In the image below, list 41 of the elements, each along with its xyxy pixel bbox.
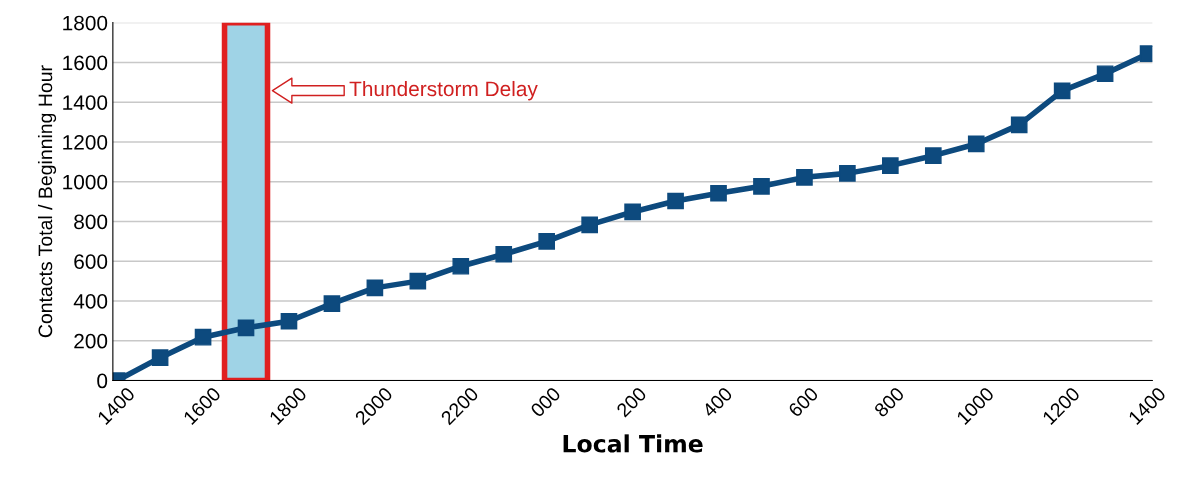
point bbox=[237, 319, 255, 337]
y-tick-label: 1200 bbox=[63, 134, 108, 150]
annotation: Thunderstorm Delay bbox=[349, 80, 538, 101]
y-tick-label: 600 bbox=[74, 254, 108, 269]
point bbox=[924, 147, 942, 165]
point bbox=[581, 216, 598, 234]
x-tick-label: 000 bbox=[529, 386, 562, 418]
point bbox=[1096, 65, 1114, 83]
point bbox=[194, 328, 212, 346]
point bbox=[710, 184, 727, 202]
y-tick-label: 0 bbox=[97, 373, 108, 389]
y-tick-label: 1000 bbox=[63, 174, 108, 190]
point bbox=[796, 169, 813, 186]
point bbox=[495, 245, 513, 263]
point bbox=[409, 272, 427, 290]
point bbox=[753, 177, 770, 195]
y-tick-label: 400 bbox=[73, 294, 108, 309]
point bbox=[151, 349, 169, 366]
y-tick-label: 1800 bbox=[63, 15, 108, 31]
x-tick-label: 200 bbox=[615, 386, 648, 418]
point bbox=[667, 192, 684, 210]
point bbox=[280, 312, 298, 330]
y-tick-label: 200 bbox=[74, 333, 108, 349]
point bbox=[1010, 116, 1028, 134]
x-tick-label: 400 bbox=[701, 386, 734, 419]
point bbox=[967, 135, 985, 153]
point bbox=[882, 157, 899, 174]
x-tick-label: 800 bbox=[873, 386, 905, 418]
point bbox=[1053, 82, 1071, 100]
point bbox=[323, 295, 341, 312]
point bbox=[452, 257, 470, 275]
y-tick-label: 800 bbox=[74, 214, 108, 230]
y-tick-label: 1400 bbox=[63, 95, 108, 110]
point bbox=[839, 165, 856, 182]
x-axis-title: Local Time bbox=[563, 434, 703, 453]
x-tick-label: 600 bbox=[787, 386, 820, 418]
point bbox=[538, 233, 556, 250]
point bbox=[366, 279, 384, 297]
point bbox=[624, 203, 641, 221]
y-tick-label: 1600 bbox=[63, 55, 108, 71]
y-axis-title: Contacts Total / Beginning Hour bbox=[37, 65, 57, 338]
